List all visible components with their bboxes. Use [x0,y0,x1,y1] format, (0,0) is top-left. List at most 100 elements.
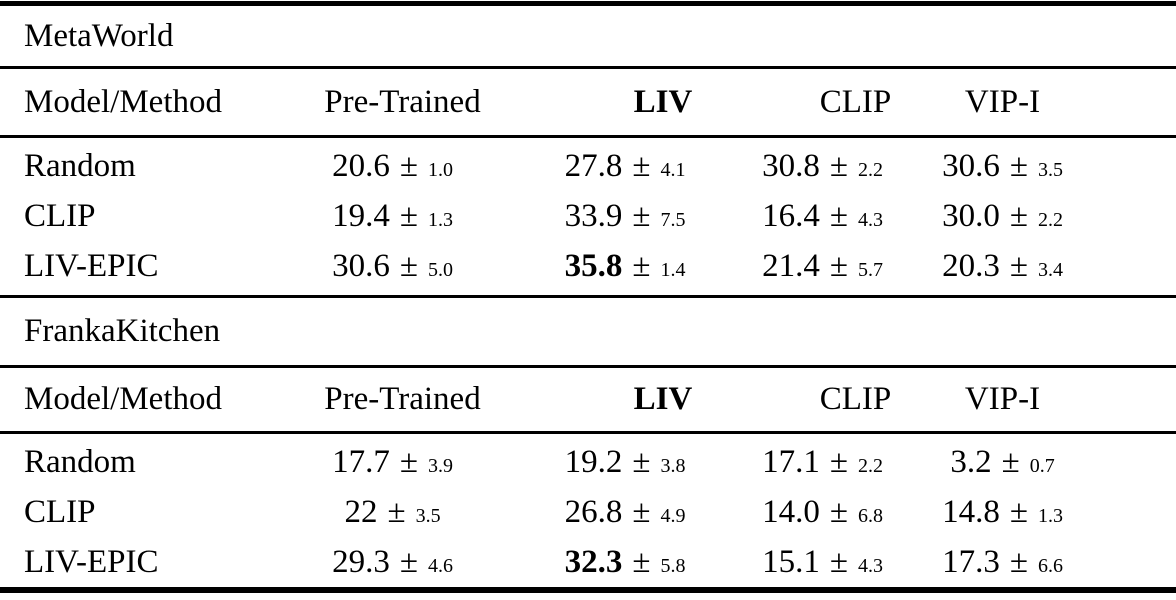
plus-minus-sign: ± [399,247,418,284]
result-cell: 19.4 ±1.3 [280,197,505,234]
column-header-pretrained: Pre-Trained [324,381,481,417]
result-cell: 22 ±3.5 [280,493,505,530]
result-cell-best: 32.3 ±5.8 [505,543,745,580]
result-cell: 21.4 ±5.7 [745,247,900,284]
result-value: 3.2 [950,443,992,480]
result-cell: 16.4 ±4.3 [745,197,900,234]
result-cell: 26.8 ±4.9 [505,493,745,530]
plus-minus-sign: ± [632,247,651,284]
result-cell: 29.3 ±4.6 [280,543,505,580]
result-error: 5.0 [427,258,453,281]
section-title-frankakitchen: FrankaKitchen [0,298,1176,365]
result-error: 3.8 [660,454,686,477]
method-name: CLIP [24,493,96,530]
result-value: 33.9 [564,197,623,234]
column-header-pretrained: Pre-Trained [324,83,481,120]
plus-minus-sign: ± [632,493,651,530]
plus-minus-sign: ± [829,197,848,234]
result-error: 3.9 [427,454,453,477]
result-error: 4.1 [660,158,686,181]
plus-minus-sign: ± [829,543,848,580]
result-value: 35.8 [564,247,623,284]
result-cell: 17.1 ±2.2 [745,443,900,480]
plus-minus-sign: ± [632,443,651,480]
result-cell-best: 35.8 ±1.4 [505,247,745,284]
result-error: 7.5 [660,208,686,231]
result-cell: 14.0 ±6.8 [745,493,900,530]
result-error: 1.3 [427,208,453,231]
result-error: 2.2 [857,158,883,181]
result-error: 4.3 [857,554,883,577]
result-value: 17.7 [332,443,390,480]
plus-minus-sign: ± [1009,247,1028,284]
plus-minus-sign: ± [399,543,418,580]
result-value: 16.4 [762,197,820,234]
result-value: 22 [344,493,378,530]
result-value: 17.3 [942,543,1000,580]
result-value: 29.3 [332,543,390,580]
method-name: Random [24,147,136,184]
result-error: 3.5 [1037,158,1063,181]
plus-minus-sign: ± [632,197,651,234]
table-row: CLIP 19.4 ±1.3 33.9 ±7.5 16.4 ±4.3 30.0 ±2.2 [0,191,1176,241]
plus-minus-sign: ± [1009,147,1028,184]
result-cell: 20.6 ±1.0 [280,147,505,184]
result-error: 6.6 [1037,554,1063,577]
header-row: Model/Method Pre-Trained LIV CLIP VIP-I [0,69,1176,135]
result-error: 2.2 [857,454,883,477]
result-cell: 30.6 ±3.5 [900,147,1105,184]
result-error: 1.3 [1037,504,1063,527]
plus-minus-sign: ± [829,147,848,184]
result-value: 20.3 [942,247,1000,284]
mid-rule [0,365,1176,368]
column-header-clip: CLIP [819,381,892,417]
column-header-liv: LIV [633,381,693,417]
result-error: 3.5 [415,504,441,527]
result-cell: 15.1 ±4.3 [745,543,900,580]
mid-rule [0,295,1176,298]
column-header-liv: LIV [633,83,693,120]
result-value: 19.4 [332,197,390,234]
plus-minus-sign: ± [829,493,848,530]
table-row: Random 20.6 ±1.0 27.8 ±4.1 30.8 ±2.2 30.6 ±3… [0,141,1176,191]
result-cell: 3.2 ±0.7 [900,443,1105,480]
column-header-vipi: VIP-I [964,83,1041,120]
column-header-clip: CLIP [819,83,892,120]
table-row: LIV-EPIC 30.6 ±5.0 35.8 ±1.4 21.4 ±5.7 20.3… [0,241,1176,291]
result-error: 6.8 [857,504,883,527]
result-value: 26.8 [564,493,623,530]
result-cell: 30.6 ±5.0 [280,247,505,284]
column-header-vipi: VIP-I [964,381,1041,417]
section-title-text: FrankaKitchen [24,313,221,349]
plus-minus-sign: ± [1001,443,1020,480]
column-header-method: Model/Method [24,83,222,120]
result-error: 4.9 [660,504,686,527]
plus-minus-sign: ± [1009,493,1028,530]
plus-minus-sign: ± [829,443,848,480]
result-value: 32.3 [564,543,623,580]
plus-minus-sign: ± [632,543,651,580]
result-cell: 30.8 ±2.2 [745,147,900,184]
result-value: 21.4 [762,247,820,284]
frankakitchen-data: Random 17.7 ±3.9 19.2 ±3.8 17.1 ±2.2 3.2 ±0.… [0,434,1176,587]
result-value: 30.6 [332,247,390,284]
mid-rule [0,66,1176,69]
table-row: Random 17.7 ±3.9 19.2 ±3.8 17.1 ±2.2 3.2 ±0.… [0,437,1176,487]
result-cell: 33.9 ±7.5 [505,197,745,234]
result-value: 14.8 [942,493,1000,530]
result-value: 30.8 [762,147,820,184]
metaworld-data: Random 20.6 ±1.0 27.8 ±4.1 30.8 ±2.2 30.6 ±3… [0,138,1176,295]
section-title-text: MetaWorld [24,17,174,54]
table-row: CLIP 22 ±3.5 26.8 ±4.9 14.0 ±6.8 14.8 ±1.3 [0,487,1176,537]
result-cell: 19.2 ±3.8 [505,443,745,480]
header-row: Model/Method Pre-Trained LIV CLIP VIP-I [0,368,1176,431]
result-error: 4.3 [857,208,883,231]
result-error: 2.2 [1037,208,1063,231]
result-cell: 17.3 ±6.6 [900,543,1105,580]
plus-minus-sign: ± [632,147,651,184]
result-error: 3.4 [1037,258,1063,281]
result-value: 17.1 [762,443,820,480]
method-name: LIV-EPIC [24,247,159,284]
result-value: 20.6 [332,147,390,184]
